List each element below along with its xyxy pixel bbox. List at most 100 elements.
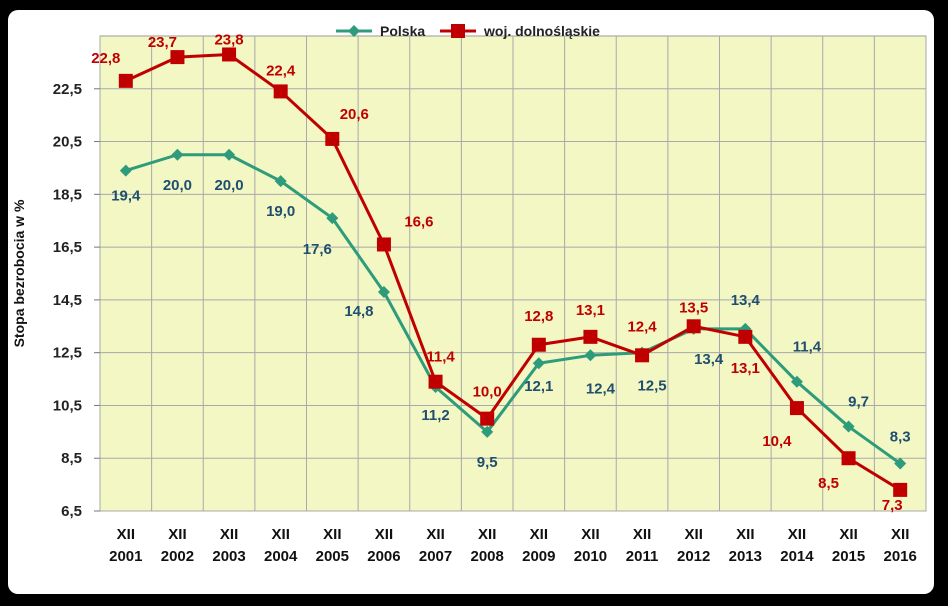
- y-tick-label: 6,5: [61, 503, 82, 520]
- data-point-dolnoslaskie: [376, 237, 391, 252]
- data-label-polska: 14,8: [344, 303, 373, 320]
- x-tick-label-year: 2006: [367, 548, 400, 565]
- data-point-dolnoslaskie: [170, 50, 185, 65]
- data-label-dolnoslaskie: 13,5: [679, 299, 708, 316]
- x-tick-label-year: 2012: [677, 548, 710, 565]
- y-tick-label: 8,5: [61, 450, 82, 467]
- data-point-polska: [790, 375, 803, 388]
- data-label-dolnoslaskie: 23,8: [214, 31, 243, 48]
- data-labels: 19,4 20,0 20,0 19,0 17,6 14,8 11,2 9,5 12,1 12,4 1…: [91, 31, 910, 513]
- legend-marker-polska: [348, 25, 360, 37]
- x-tick-label-year: 2014: [780, 548, 814, 565]
- x-tick-label-year: 2008: [471, 548, 504, 565]
- data-label-polska: 20,0: [214, 177, 243, 194]
- y-tick-label: 20,5: [53, 134, 82, 151]
- x-tick-label-month: XII: [168, 526, 186, 543]
- x-tick-label-year: 2002: [161, 548, 194, 565]
- y-axis-ticks: 6,5 8,5 10,5 12,5 14,5 16,5 18,5 20,5 22,5: [53, 81, 100, 520]
- data-label-polska: 9,7: [848, 394, 869, 411]
- x-tick-label-month: XII: [272, 526, 290, 543]
- data-label-polska: 19,0: [266, 203, 295, 220]
- y-axis-label: Stopa bezrobocia w %: [11, 199, 27, 347]
- data-point-dolnoslaskie: [222, 47, 237, 62]
- data-point-dolnoslaskie: [789, 401, 804, 416]
- data-point-polska: [171, 148, 184, 161]
- y-tick-label: 22,5: [53, 81, 82, 98]
- data-point-polska: [842, 420, 855, 433]
- data-label-polska: 11,4: [793, 339, 822, 356]
- x-tick-label-year: 2007: [419, 548, 452, 565]
- x-tick-label-month: XII: [736, 526, 754, 543]
- x-tick-label-month: XII: [478, 526, 496, 543]
- x-tick-label-month: XII: [375, 526, 393, 543]
- data-label-polska: 12,4: [586, 380, 616, 397]
- y-tick-label: 10,5: [53, 397, 82, 414]
- x-tick-label-month: XII: [685, 526, 703, 543]
- data-label-polska: 9,5: [477, 454, 498, 471]
- data-label-dolnoslaskie: 23,7: [148, 34, 177, 51]
- x-tick-label-year: 2015: [832, 548, 865, 565]
- x-tick-label-year: 2004: [264, 548, 298, 565]
- data-point-polska: [274, 175, 287, 188]
- x-tick-label-month: XII: [581, 526, 599, 543]
- data-point-polska: [377, 285, 390, 298]
- legend-label-dolnoslaskie: woj. dolnośląskie: [483, 23, 600, 39]
- series-line-dolnoslaskie: [125, 52, 901, 492]
- grid: [99, 36, 927, 512]
- data-point-polska: [481, 425, 494, 438]
- data-label-dolnoslaskie: 22,4: [266, 62, 296, 79]
- x-tick-label-year: 2009: [522, 548, 555, 565]
- y-tick-label: 12,5: [53, 345, 82, 362]
- data-point-dolnoslaskie: [118, 73, 133, 88]
- x-tick-label-month: XII: [891, 526, 909, 543]
- x-axis-ticks: XII 2001 XII 2002 XII 2003 XII 2004 XII 2005 XII 20…: [109, 526, 917, 565]
- legend-label-polska: Polska: [380, 23, 425, 39]
- x-tick-label-month: XII: [323, 526, 341, 543]
- y-tick-label: 18,5: [53, 186, 82, 203]
- data-label-dolnoslaskie: 13,1: [576, 302, 605, 319]
- data-label-dolnoslaskie: 22,8: [91, 50, 120, 67]
- y-tick-label: 16,5: [53, 239, 82, 256]
- data-point-dolnoslaskie: [480, 411, 495, 426]
- data-point-dolnoslaskie: [686, 319, 701, 334]
- data-point-dolnoslaskie: [531, 337, 546, 352]
- x-tick-label-month: XII: [220, 526, 238, 543]
- data-label-dolnoslaskie: 10,0: [473, 384, 502, 401]
- data-label-dolnoslaskie: 20,6: [340, 106, 369, 123]
- data-label-polska: 11,2: [421, 407, 449, 424]
- data-point-dolnoslaskie: [273, 84, 288, 99]
- x-tick-label-month: XII: [633, 526, 651, 543]
- legend-marker-dolnoslaskie: [451, 24, 465, 38]
- x-tick-label-month: XII: [426, 526, 444, 543]
- data-label-polska: 12,1: [524, 378, 553, 395]
- x-tick-label-month: XII: [788, 526, 806, 543]
- data-label-polska: 12,5: [637, 378, 666, 395]
- series-line-polska: [125, 153, 902, 465]
- data-label-polska: 19,4: [111, 188, 141, 205]
- x-tick-label-month: XII: [117, 526, 135, 543]
- data-label-dolnoslaskie: 8,5: [818, 475, 839, 492]
- data-label-dolnoslaskie: 11,4: [426, 349, 455, 366]
- x-tick-label-year: 2001: [109, 548, 142, 565]
- y-tick-label: 14,5: [53, 292, 82, 309]
- x-tick-label-year: 2010: [574, 548, 607, 565]
- data-point-polska: [584, 349, 597, 362]
- x-tick-label-year: 2005: [316, 548, 349, 565]
- x-tick-label-month: XII: [530, 526, 548, 543]
- x-tick-label-year: 2003: [212, 548, 245, 565]
- data-label-dolnoslaskie: 12,4: [627, 318, 657, 335]
- data-label-dolnoslaskie: 16,6: [404, 213, 433, 230]
- x-tick-label-month: XII: [839, 526, 857, 543]
- data-label-polska: 20,0: [163, 177, 192, 194]
- data-point-dolnoslaskie: [841, 451, 856, 466]
- x-tick-label-year: 2011: [626, 548, 659, 565]
- x-tick-label-year: 2013: [729, 548, 762, 565]
- data-label-dolnoslaskie: 12,8: [524, 308, 553, 325]
- data-point-polska: [223, 148, 236, 161]
- data-point-polska: [119, 164, 132, 177]
- x-tick-label-year: 2016: [884, 548, 917, 565]
- data-label-polska: 8,3: [890, 429, 911, 446]
- data-label-dolnoslaskie: 10,4: [762, 433, 792, 450]
